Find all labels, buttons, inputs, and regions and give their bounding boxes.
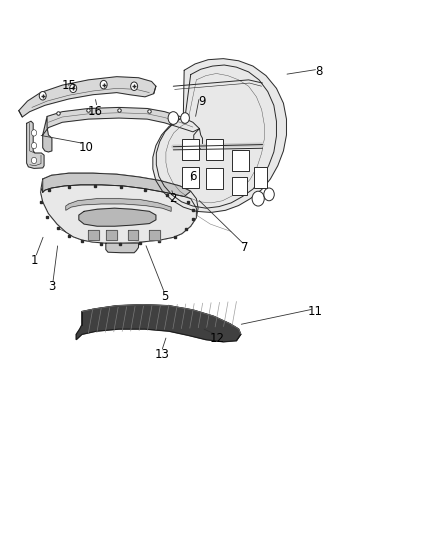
Bar (232, 150, 250, 171)
Circle shape (39, 92, 46, 100)
Circle shape (32, 142, 37, 149)
Text: 15: 15 (61, 79, 76, 92)
Circle shape (168, 112, 179, 124)
Text: 10: 10 (79, 141, 94, 154)
Circle shape (181, 113, 189, 123)
Polygon shape (43, 116, 52, 152)
Polygon shape (41, 173, 198, 243)
Circle shape (100, 80, 107, 89)
Text: 5: 5 (161, 290, 168, 303)
Bar (182, 167, 199, 188)
Polygon shape (79, 208, 156, 226)
Polygon shape (76, 305, 241, 342)
Polygon shape (106, 243, 138, 253)
Text: 13: 13 (155, 348, 170, 361)
Polygon shape (41, 185, 196, 243)
Polygon shape (88, 230, 99, 240)
Bar (182, 139, 199, 160)
Text: 1: 1 (30, 254, 38, 266)
Text: 16: 16 (88, 104, 102, 118)
Polygon shape (43, 173, 191, 197)
Text: 3: 3 (48, 280, 55, 293)
Text: 8: 8 (315, 65, 323, 78)
Circle shape (252, 191, 264, 206)
Circle shape (264, 188, 274, 201)
Circle shape (32, 157, 37, 164)
Text: 2: 2 (170, 192, 177, 205)
Polygon shape (27, 121, 44, 168)
Polygon shape (19, 77, 156, 117)
Bar (232, 177, 247, 196)
Text: 6: 6 (189, 170, 197, 183)
Bar (206, 139, 223, 160)
Polygon shape (149, 230, 160, 240)
Text: 9: 9 (198, 94, 205, 108)
Circle shape (131, 82, 138, 91)
Polygon shape (127, 230, 138, 240)
Text: 11: 11 (307, 305, 322, 318)
Text: 12: 12 (209, 332, 224, 344)
Bar (206, 168, 223, 189)
Bar (254, 167, 267, 188)
Text: 7: 7 (241, 241, 249, 254)
Circle shape (32, 130, 37, 136)
Polygon shape (106, 230, 117, 240)
Polygon shape (66, 199, 171, 212)
Polygon shape (194, 128, 202, 149)
Polygon shape (153, 59, 286, 213)
Polygon shape (43, 108, 199, 135)
Circle shape (70, 84, 77, 93)
